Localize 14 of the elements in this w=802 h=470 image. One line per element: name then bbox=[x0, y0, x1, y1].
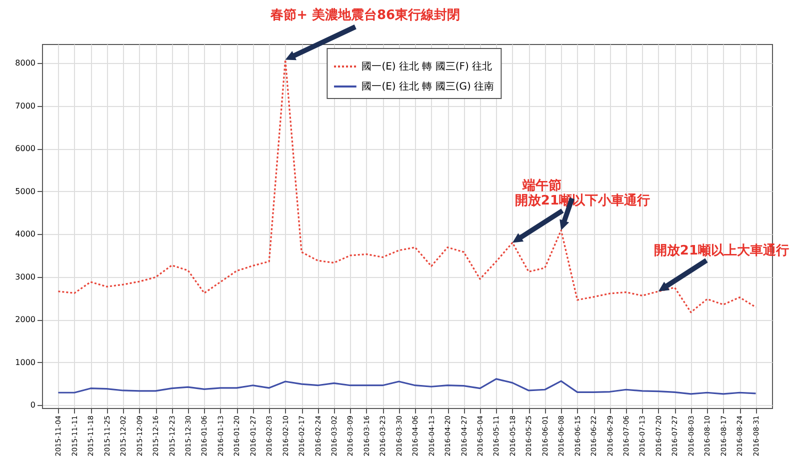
y-tick-label: 1000 bbox=[15, 358, 36, 367]
y-tick-label: 7000 bbox=[15, 101, 36, 110]
legend-label: 國一(E) 往北 轉 國三(G) 往南 bbox=[362, 80, 494, 92]
y-tick-label: 4000 bbox=[15, 230, 36, 239]
y-tick-label: 0 bbox=[30, 400, 36, 410]
annotation: 端午節 bbox=[522, 178, 562, 194]
y-tick-label: 2000 bbox=[15, 315, 36, 324]
y-tick-label: 8000 bbox=[15, 58, 36, 68]
y-tick-label: 5000 bbox=[15, 186, 36, 196]
y-tick-label: 3000 bbox=[15, 272, 36, 282]
y-tick-label: 6000 bbox=[15, 144, 36, 154]
legend-label: 國一(E) 往北 轉 國三(F) 往北 bbox=[362, 60, 492, 72]
annotation: 春節+ 美濃地震台86東行線封閉 bbox=[270, 6, 460, 23]
line-series bbox=[57, 378, 757, 395]
